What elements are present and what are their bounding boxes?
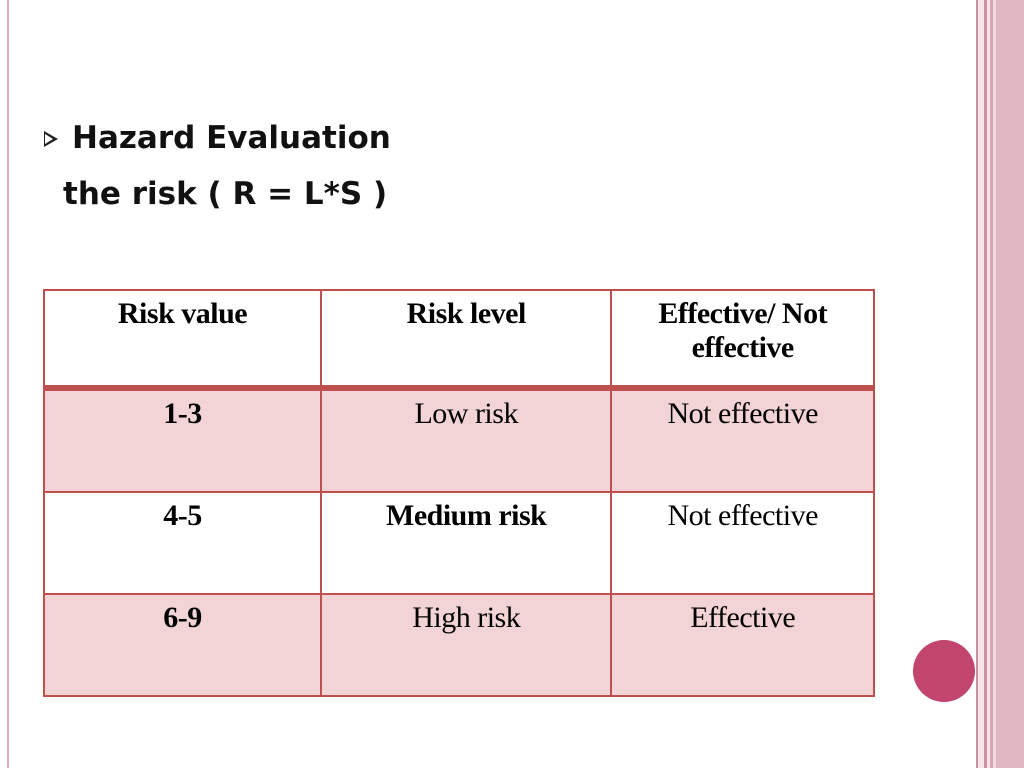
accent-circle [913, 640, 975, 702]
header-risk-level: Risk level [319, 289, 613, 391]
table-row: 6-9 High risk Effective [43, 593, 875, 697]
risk-formula: the risk ( R = L*S ) [63, 176, 388, 212]
left-border-line [7, 0, 9, 768]
table-header-row: Risk value Risk level Effective/ Not eff… [43, 289, 875, 391]
risk-level-cell: High risk [319, 593, 613, 697]
table-row: 1-3 Low risk Not effective [43, 387, 875, 493]
risk-value-cell: 1-3 [43, 387, 322, 493]
slide-heading: Hazard Evaluation [44, 120, 391, 156]
arrowhead-bullet-icon [44, 131, 58, 147]
risk-level-cell: Low risk [319, 387, 613, 493]
risk-value-cell: 4-5 [43, 491, 322, 595]
header-effective: Effective/ Not effective [610, 289, 875, 391]
right-decorative-stripes [976, 0, 1024, 768]
risk-level-cell: Medium risk [319, 491, 613, 595]
heading-title: Hazard Evaluation [72, 120, 391, 156]
risk-value-cell: 6-9 [43, 593, 322, 697]
risk-table: Risk value Risk level Effective/ Not eff… [43, 289, 875, 697]
table-row: 4-5 Medium risk Not effective [43, 491, 875, 595]
effective-cell: Effective [610, 593, 875, 697]
header-risk-value: Risk value [43, 289, 322, 391]
effective-cell: Not effective [610, 387, 875, 493]
effective-cell: Not effective [610, 491, 875, 595]
